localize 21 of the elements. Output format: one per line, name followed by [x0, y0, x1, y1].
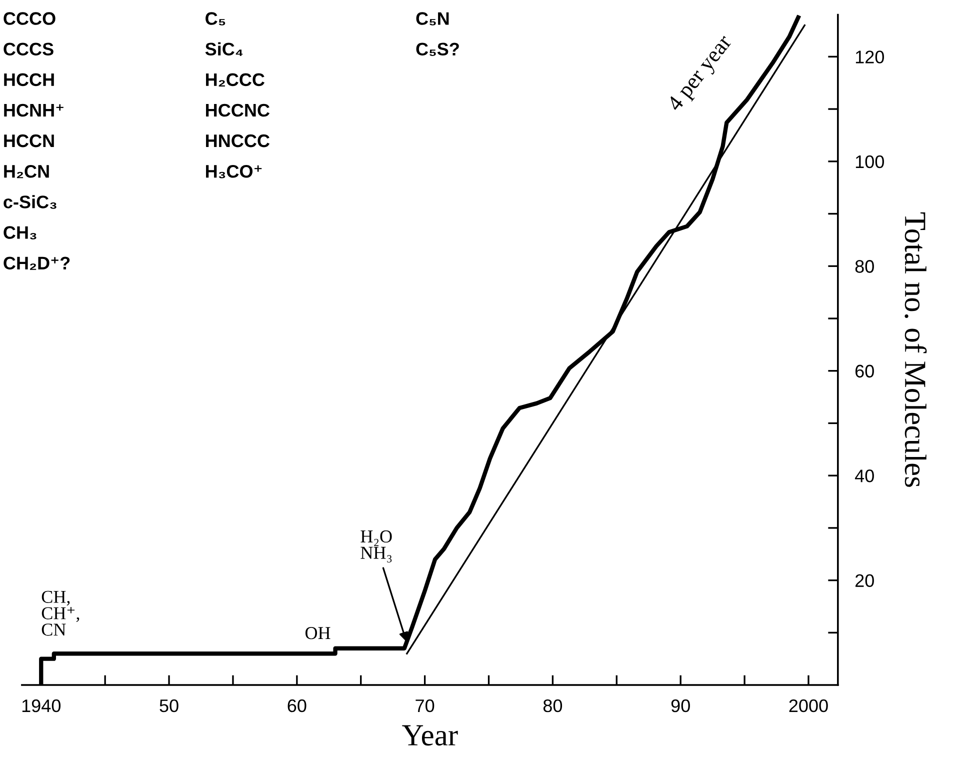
y-tick-label: 60: [855, 364, 874, 378]
x-tick-label: 50: [160, 699, 178, 712]
x-tick-label: 90: [671, 699, 690, 712]
annotation: OH: [305, 627, 330, 640]
x-tick-label: 70: [416, 699, 434, 712]
y-tick-label: 20: [855, 574, 874, 588]
y-tick-label: 100: [856, 155, 884, 168]
y-tick-label: 80: [855, 260, 874, 273]
x-axis-title: Year: [402, 725, 458, 746]
text: CCCO CCCS HCCH HCNH⁺ HCCN H₂CN c-SiC₃ CH₃ CH₂D⁺?: [4, 12, 70, 270]
x-tick-label: 1940: [22, 699, 61, 712]
annotation: C₅N C₅S?: [416, 12, 459, 56]
x-tick-label: 80: [543, 699, 562, 712]
y-axis-title: Total no. of Molecules: [904, 212, 927, 487]
x-tick-label: 2000: [789, 699, 828, 712]
y-tick-label: 40: [854, 470, 874, 482]
annotation: H₂O NH₃: [360, 530, 392, 562]
x-tick-label: 60: [288, 699, 306, 712]
y-tick-label: 120: [856, 50, 884, 64]
annotation: CH, CH⁺, CN: [42, 590, 80, 636]
annotation: C₅ SiC₄ H₂CCC HCCNC HNCCC H₃CO⁺: [205, 12, 270, 178]
